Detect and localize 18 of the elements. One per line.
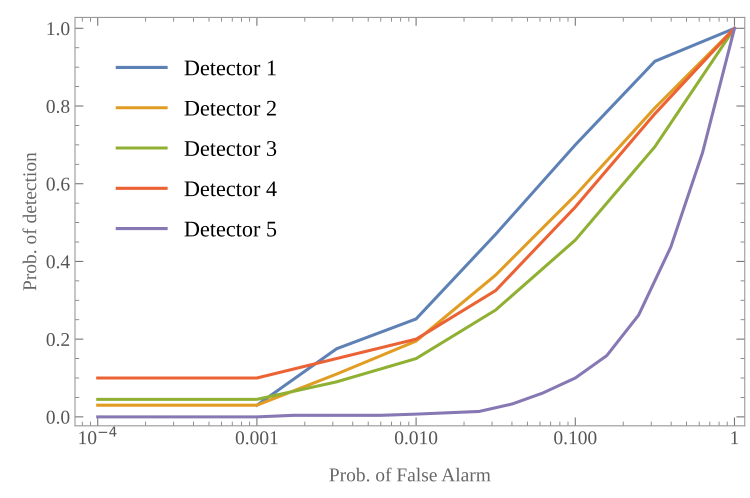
legend-label: Detector 3 <box>184 141 276 156</box>
x-tick-label: 0.001 <box>236 431 278 444</box>
y-tick-label: 0.2 <box>46 332 70 346</box>
legend-label: Detector 5 <box>184 222 276 237</box>
x-tick-label: 1 <box>731 431 738 444</box>
x-tick-label: 0.010 <box>394 431 438 444</box>
y-tick-label: 0.6 <box>46 178 70 191</box>
legend-label: Detector 1 <box>184 60 276 76</box>
legend-label: Detector 4 <box>184 181 277 196</box>
y-tick-label: 0.0 <box>46 410 70 424</box>
x-tick-label: 10$^{−4}$ <box>79 426 117 444</box>
y-tick-label: 0.8 <box>46 100 70 114</box>
y-tick-label: 1.0 <box>48 22 70 36</box>
x-tick-label: 0.100 <box>554 431 596 444</box>
legend-label: Detector 2 <box>184 100 276 116</box>
y-tick-label: 0.4 <box>46 255 70 268</box>
y-axis-title: Prob. of detection <box>22 152 36 290</box>
x-axis-title: Prob. of False Alarm <box>329 468 491 482</box>
